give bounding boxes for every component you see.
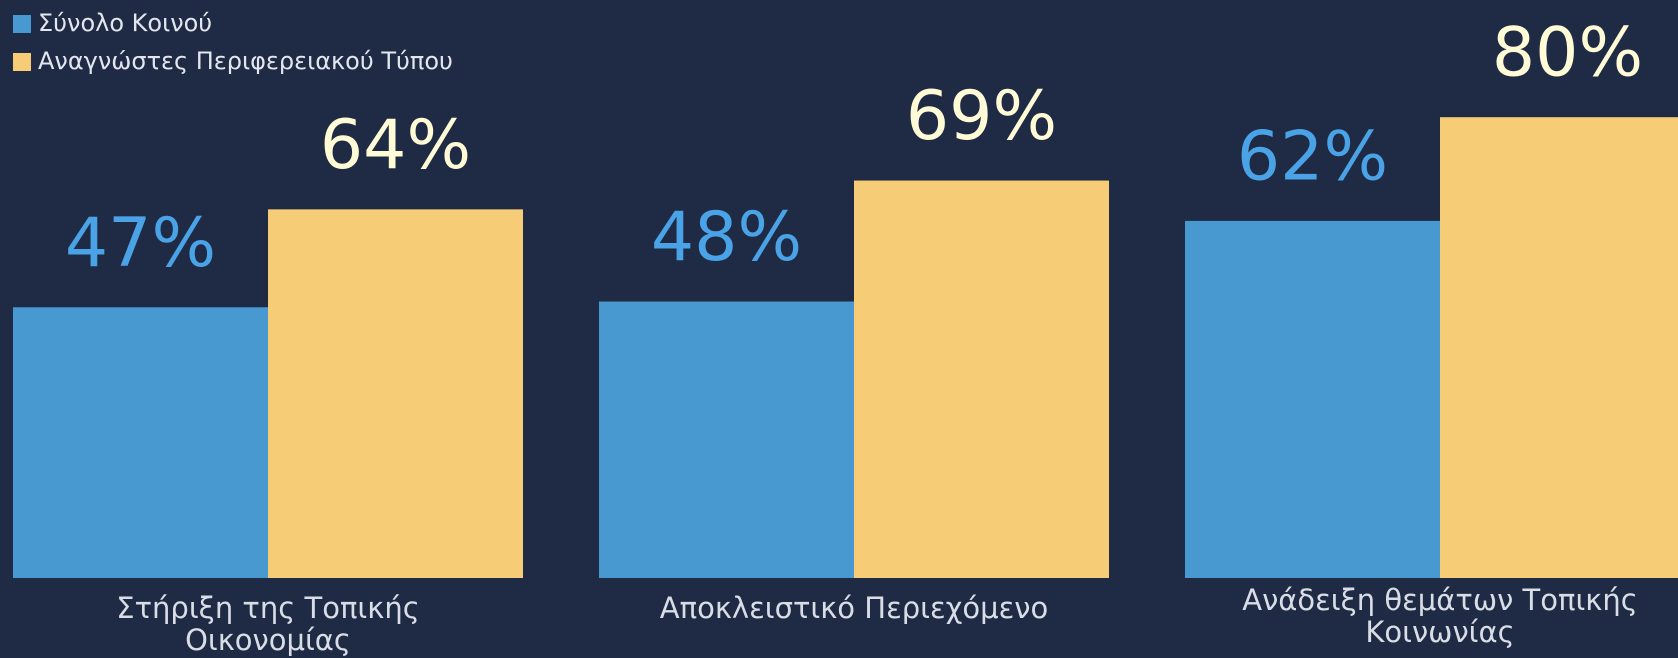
legend-swatch bbox=[13, 15, 31, 33]
legend-label: Αναγνώστες Περιφερειακού Τύπου bbox=[38, 47, 453, 75]
data-label: 47% bbox=[65, 204, 216, 283]
legend-label: Σύνολο Κοινού bbox=[38, 9, 212, 37]
x-tick-label: Ανάδειξη θεμάτων Τοπικής Κοινωνίας bbox=[1242, 583, 1638, 649]
bar bbox=[268, 209, 523, 579]
x-tick-label: Αποκλειστικό Περιεχόμενο bbox=[659, 591, 1049, 625]
x-tick-label: Στήριξη της Τοπικής Οικονομίας bbox=[116, 591, 420, 657]
bar bbox=[854, 180, 1109, 578]
data-label: 64% bbox=[320, 106, 471, 185]
bar bbox=[1185, 220, 1440, 578]
data-label: 80% bbox=[1492, 14, 1643, 93]
bar bbox=[1440, 117, 1678, 578]
legend-swatch bbox=[13, 53, 31, 71]
bar bbox=[13, 307, 268, 578]
data-label: 62% bbox=[1237, 117, 1388, 196]
bar bbox=[599, 301, 854, 578]
data-label: 69% bbox=[906, 77, 1057, 156]
data-label: 48% bbox=[651, 198, 802, 277]
